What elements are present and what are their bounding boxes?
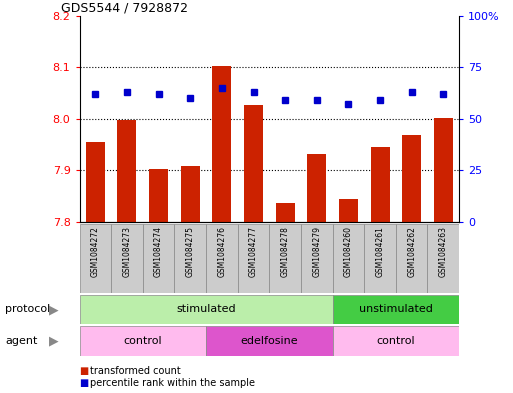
Bar xyxy=(244,105,263,222)
Bar xyxy=(86,142,105,222)
Text: percentile rank within the sample: percentile rank within the sample xyxy=(90,378,255,388)
Text: GSM1084263: GSM1084263 xyxy=(439,226,448,277)
Bar xyxy=(307,154,326,222)
Bar xyxy=(332,295,459,324)
Text: GSM1084262: GSM1084262 xyxy=(407,226,416,277)
Bar xyxy=(434,118,453,222)
Bar xyxy=(301,224,332,293)
Bar xyxy=(117,120,136,222)
Text: GSM1084272: GSM1084272 xyxy=(91,226,100,277)
Text: protocol: protocol xyxy=(5,305,50,314)
Bar xyxy=(427,224,459,293)
Bar xyxy=(332,224,364,293)
Text: control: control xyxy=(377,336,415,346)
Text: GDS5544 / 7928872: GDS5544 / 7928872 xyxy=(61,2,188,15)
Bar xyxy=(80,326,206,356)
Text: GSM1084277: GSM1084277 xyxy=(249,226,258,277)
Bar xyxy=(238,224,269,293)
Text: GSM1084273: GSM1084273 xyxy=(123,226,131,277)
Bar xyxy=(206,326,332,356)
Text: GSM1084279: GSM1084279 xyxy=(312,226,321,277)
Text: agent: agent xyxy=(5,336,37,346)
Text: GSM1084276: GSM1084276 xyxy=(218,226,226,277)
Bar xyxy=(275,204,294,222)
Bar xyxy=(370,147,389,222)
Text: GSM1084261: GSM1084261 xyxy=(376,226,385,277)
Text: edelfosine: edelfosine xyxy=(241,336,298,346)
Text: ■: ■ xyxy=(80,366,89,376)
Bar xyxy=(143,224,174,293)
Bar xyxy=(174,224,206,293)
Text: unstimulated: unstimulated xyxy=(359,305,433,314)
Text: stimulated: stimulated xyxy=(176,305,236,314)
Bar xyxy=(364,224,396,293)
Text: ▶: ▶ xyxy=(49,303,58,316)
Text: ▶: ▶ xyxy=(49,334,58,347)
Text: GSM1084278: GSM1084278 xyxy=(281,226,290,277)
Bar xyxy=(181,166,200,222)
Text: control: control xyxy=(124,336,162,346)
Bar xyxy=(402,135,421,222)
Bar xyxy=(111,224,143,293)
Bar xyxy=(332,326,459,356)
Text: GSM1084275: GSM1084275 xyxy=(186,226,195,277)
Bar xyxy=(80,295,332,324)
Bar xyxy=(149,169,168,222)
Bar xyxy=(396,224,427,293)
Bar xyxy=(339,199,358,222)
Bar xyxy=(269,224,301,293)
Bar xyxy=(212,66,231,222)
Text: transformed count: transformed count xyxy=(90,366,181,376)
Text: GSM1084274: GSM1084274 xyxy=(154,226,163,277)
Text: ■: ■ xyxy=(80,378,89,388)
Text: GSM1084260: GSM1084260 xyxy=(344,226,353,277)
Bar xyxy=(206,224,238,293)
Bar xyxy=(80,224,111,293)
